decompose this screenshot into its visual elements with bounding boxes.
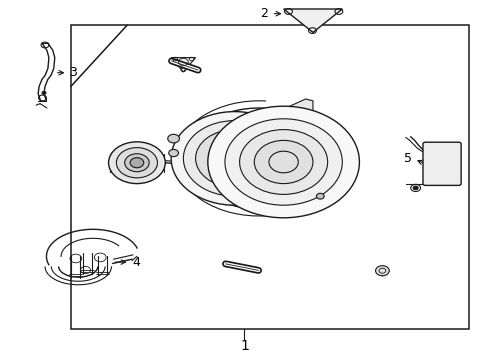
Circle shape [171,112,298,205]
Circle shape [227,153,242,164]
Circle shape [116,148,157,178]
Circle shape [254,140,312,184]
FancyBboxPatch shape [422,142,460,185]
Circle shape [167,134,179,143]
Circle shape [224,119,342,205]
Circle shape [42,91,46,94]
Circle shape [124,154,149,172]
Text: 1: 1 [240,339,248,352]
Circle shape [316,193,324,199]
Polygon shape [273,99,312,124]
Text: 2: 2 [260,7,267,20]
Circle shape [108,142,165,184]
Circle shape [239,130,327,194]
Circle shape [207,106,359,218]
Polygon shape [171,58,195,72]
Circle shape [130,158,143,168]
Text: 5: 5 [403,152,411,165]
Polygon shape [303,120,342,148]
Circle shape [168,149,178,157]
Text: 4: 4 [132,256,140,269]
Text: 3: 3 [69,66,77,79]
Circle shape [375,266,388,276]
Circle shape [183,121,285,196]
Polygon shape [283,9,342,32]
Circle shape [412,186,417,190]
Bar [71,25,468,329]
Circle shape [195,130,273,187]
Circle shape [209,140,260,177]
